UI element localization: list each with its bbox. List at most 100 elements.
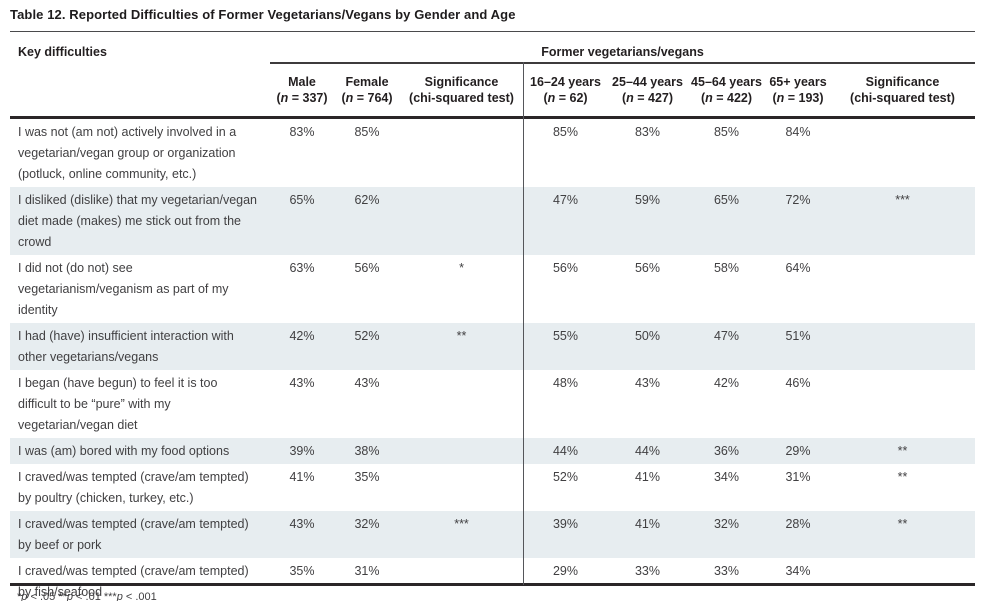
cell-value: 42% xyxy=(713,375,740,390)
row-label: I craved/was tempted (crave/am tempted) … xyxy=(18,563,249,599)
cell-value: 47% xyxy=(713,328,740,343)
column-header-label: 45–64 years xyxy=(691,75,762,89)
cell-value: 36% xyxy=(713,443,740,458)
column-header-sub: (n = 427) xyxy=(621,91,674,105)
cell-value: 39% xyxy=(552,516,579,531)
column-header-sub: (n = 337) xyxy=(276,91,328,105)
cell-empty xyxy=(400,373,523,436)
table-row: I had (have) insufficient interaction wi… xyxy=(10,323,975,370)
cell-value: 85% xyxy=(552,124,579,139)
cell-value: 41% xyxy=(289,469,315,484)
cell-value: 43% xyxy=(354,375,380,390)
cell-empty xyxy=(830,561,975,601)
cell-significance: ** xyxy=(456,328,467,343)
column-header: 25–44 years (n = 427) xyxy=(608,74,687,106)
column-header: 16–24 years (n = 62) xyxy=(523,74,608,106)
gender-age-divider xyxy=(523,62,524,585)
cell-value: 85% xyxy=(354,124,380,139)
cell-significance: ** xyxy=(897,443,908,458)
column-header: 65+ years (n = 193) xyxy=(766,74,830,106)
column-header-label: 25–44 years xyxy=(612,75,683,89)
column-header: 45–64 years (n = 422) xyxy=(687,74,766,106)
cell-empty xyxy=(830,122,975,185)
column-header: Significance (chi-squared test) xyxy=(830,74,975,106)
cell-empty xyxy=(830,373,975,436)
cell-value: 41% xyxy=(634,516,661,531)
column-header-sub: (n = 62) xyxy=(543,91,588,105)
cell-value: 44% xyxy=(634,443,661,458)
cell-value: 62% xyxy=(354,192,380,207)
cell-significance: ** xyxy=(897,469,908,484)
cell-empty xyxy=(400,122,523,185)
cell-value: 42% xyxy=(289,328,315,343)
row-label: I was (am) bored with my food options xyxy=(18,443,230,458)
cell-value: 32% xyxy=(354,516,380,531)
cell-value: 33% xyxy=(634,563,661,578)
table-row: I craved/was tempted (crave/am tempted) … xyxy=(10,511,975,558)
cell-value: 29% xyxy=(552,563,579,578)
column-header-label: Male xyxy=(288,75,316,89)
title-divider xyxy=(10,31,975,32)
cell-value: 56% xyxy=(634,260,661,275)
cell-value: 44% xyxy=(552,443,579,458)
column-header-sub: (n = 764) xyxy=(341,91,393,105)
cell-significance: *** xyxy=(895,192,910,207)
column-group-divider xyxy=(270,62,975,64)
column-header-sub: (n = 193) xyxy=(772,91,824,105)
cell-value: 48% xyxy=(552,375,579,390)
cell-significance: *** xyxy=(454,516,469,531)
row-label: I had (have) insufficient interaction wi… xyxy=(18,328,234,364)
cell-value: 65% xyxy=(289,192,315,207)
column-header-label: 16–24 years xyxy=(530,75,601,89)
cell-value: 52% xyxy=(354,328,380,343)
cell-value: 38% xyxy=(354,443,380,458)
table-row: I craved/was tempted (crave/am tempted) … xyxy=(10,558,975,601)
cell-empty xyxy=(400,561,523,601)
cell-value: 31% xyxy=(785,469,811,484)
cell-empty xyxy=(830,258,975,321)
column-header-label: Female xyxy=(345,75,389,89)
row-group-header: Key difficulties xyxy=(18,45,107,59)
cell-empty xyxy=(830,326,975,368)
cell-value: 50% xyxy=(634,328,661,343)
table-row: I began (have begun) to feel it is too d… xyxy=(10,370,975,438)
column-header-label: Significance xyxy=(424,75,499,89)
cell-value: 35% xyxy=(354,469,380,484)
row-label: I craved/was tempted (crave/am tempted) … xyxy=(18,516,249,552)
cell-value: 64% xyxy=(785,260,811,275)
cell-value: 56% xyxy=(552,260,579,275)
cell-value: 29% xyxy=(785,443,811,458)
cell-value: 32% xyxy=(713,516,740,531)
significance-footnote: *p < .05 **p < .01 ***p < .001 xyxy=(17,591,157,601)
table-row: I did not (do not) see vegetarianism/veg… xyxy=(10,255,975,323)
cell-value: 47% xyxy=(552,192,579,207)
cell-value: 83% xyxy=(289,124,315,139)
cell-significance: * xyxy=(459,260,464,275)
row-label: I began (have begun) to feel it is too d… xyxy=(18,375,218,432)
cell-value: 33% xyxy=(713,563,740,578)
cell-value: 43% xyxy=(289,375,315,390)
row-label: I was not (am not) actively involved in … xyxy=(18,124,237,181)
cell-value: 43% xyxy=(634,375,661,390)
table-row: I was (am) bored with my food options 39%… xyxy=(10,438,975,464)
cell-value: 34% xyxy=(785,563,811,578)
cell-value: 43% xyxy=(289,516,315,531)
column-header: Significance (chi-squared test) xyxy=(400,74,523,106)
cell-empty xyxy=(400,441,523,462)
column-header: Male (n = 337) xyxy=(270,74,334,106)
table-row: I disliked (dislike) that my vegetarian/… xyxy=(10,187,975,255)
column-header-sub: (chi-squared test) xyxy=(850,91,955,105)
table-row: I was not (am not) actively involved in … xyxy=(10,119,975,187)
cell-value: 39% xyxy=(289,443,315,458)
cell-value: 56% xyxy=(354,260,380,275)
cell-significance: ** xyxy=(897,516,908,531)
column-header-sub: (n = 422) xyxy=(700,91,753,105)
cell-value: 59% xyxy=(634,192,661,207)
column-headers: Male (n = 337) Female (n = 764) Significance… xyxy=(270,74,975,106)
table-body: I was not (am not) actively involved in … xyxy=(10,119,975,601)
column-group-header: Former vegetarians/vegans xyxy=(541,45,704,59)
row-label: I craved/was tempted (crave/am tempted) … xyxy=(18,469,249,505)
cell-empty xyxy=(400,467,523,509)
cell-value: 84% xyxy=(785,124,811,139)
cell-value: 52% xyxy=(552,469,579,484)
